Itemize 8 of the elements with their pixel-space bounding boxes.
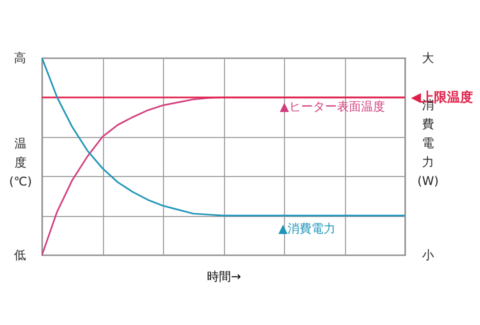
y-axis-title: 温度(℃): [9, 136, 32, 188]
series-label: ▲ヒーター表面温度: [280, 99, 386, 114]
text: 大: [422, 51, 434, 65]
text: 高: [14, 51, 26, 65]
x-axis-title: 時間→: [206, 270, 242, 284]
text: 低: [14, 248, 26, 262]
text: 小: [422, 248, 434, 262]
series-label: ▲消費電力: [278, 222, 336, 236]
